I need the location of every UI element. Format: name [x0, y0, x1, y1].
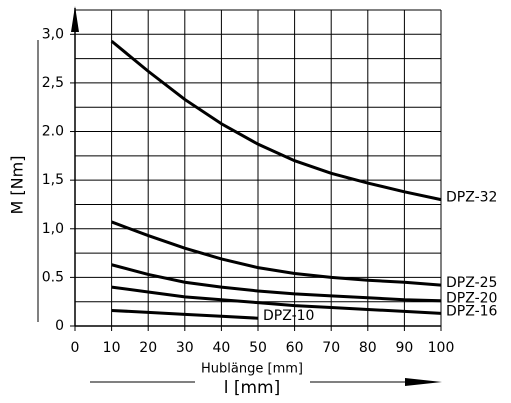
x-axis-label: Hublänge [mm]: [201, 362, 303, 377]
series-line: [111, 220, 442, 287]
series-label: DPZ-10: [263, 308, 314, 324]
x-tick-label: 60: [286, 340, 304, 356]
x-tick-label: 0: [71, 340, 80, 356]
x-label-arrow: [405, 378, 442, 386]
series-label: DPZ-20: [446, 291, 497, 307]
x-tick-label: 40: [212, 340, 230, 356]
y-axis-label: M [Nm]: [8, 156, 27, 215]
y-tick-label: 1,0: [42, 221, 64, 237]
x-tick-label: 30: [176, 340, 194, 356]
x-tick-label: 100: [428, 340, 455, 356]
x-tick-label: 50: [249, 340, 267, 356]
x-tick-label: 10: [103, 340, 121, 356]
x-tick-label: 80: [359, 340, 377, 356]
x-tick-label: 90: [395, 340, 413, 356]
series-line: [110, 39, 442, 202]
y-tick-label: 2,5: [42, 75, 64, 91]
y-axis-arrow: [71, 6, 79, 32]
series-line: [111, 308, 259, 320]
series-line: [111, 285, 442, 315]
series-label: DPZ-25: [446, 275, 497, 291]
y-tick-label: 1,5: [42, 172, 64, 188]
x-tick-label: 20: [139, 340, 157, 356]
x-axis-symbol: l [mm]: [224, 378, 281, 398]
series-label: DPZ-32: [446, 190, 497, 206]
y-tick-label: 0: [55, 318, 64, 334]
y-tick-label: 3,0: [42, 26, 64, 42]
series-line: [111, 263, 442, 303]
y-tick-label: 0.5: [42, 269, 64, 285]
y-tick-label: 2.0: [42, 124, 64, 140]
series-label: DPZ-16: [446, 303, 498, 319]
x-tick-label: 70: [322, 340, 340, 356]
